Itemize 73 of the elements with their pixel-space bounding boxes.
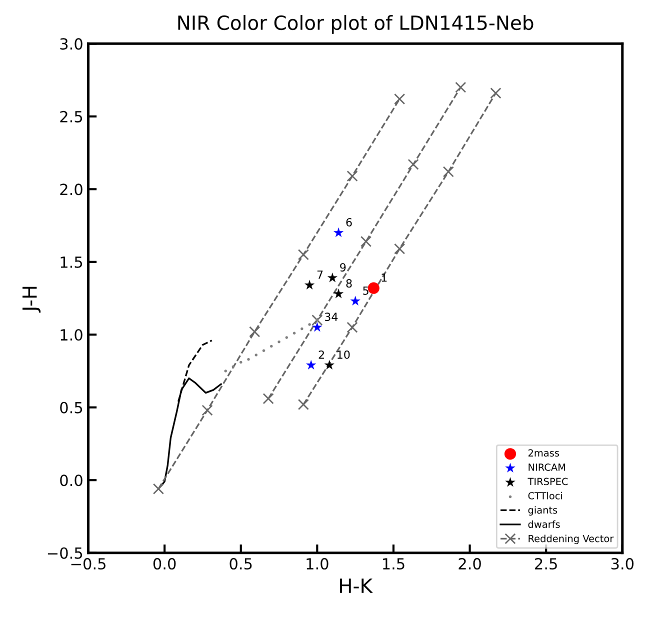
- legend-label: dwarfs: [528, 520, 560, 528]
- annotation: 10: [338, 350, 350, 359]
- point: [239, 360, 242, 364]
- point: [333, 288, 344, 298]
- point: [324, 360, 334, 370]
- annotation: 6: [346, 218, 352, 226]
- annotation: 7: [317, 270, 323, 279]
- point: [316, 318, 319, 322]
- point: [312, 314, 323, 326]
- point: [304, 280, 315, 290]
- point: [278, 340, 280, 344]
- point: [247, 358, 250, 361]
- point: [262, 349, 266, 352]
- point: [346, 322, 358, 333]
- point: [249, 326, 260, 338]
- x-axis-title: H-K: [340, 578, 373, 593]
- x-tick-label: 3.0: [611, 558, 634, 570]
- annotation: 2: [318, 350, 324, 359]
- point: [455, 82, 466, 93]
- point: [333, 227, 344, 238]
- legend-label: NIRCAM: [528, 464, 566, 471]
- x-tick-label: 0.0: [153, 558, 176, 570]
- legend-label: 2mass: [528, 449, 560, 457]
- point: [360, 236, 372, 248]
- point: [270, 344, 273, 348]
- y-axis-title: J-H: [22, 286, 41, 313]
- x-tick-label: 2.5: [535, 558, 557, 570]
- x-tick-label: 1.0: [306, 558, 328, 570]
- y-tick-label: 1.5: [60, 256, 82, 268]
- point: [306, 360, 316, 370]
- point: [442, 166, 454, 178]
- x-tick-label: 2.0: [458, 558, 481, 570]
- point: [394, 243, 406, 254]
- annotation: 8: [346, 279, 352, 288]
- point: [312, 322, 322, 332]
- x-tick-label: −0.5: [71, 558, 106, 570]
- legend-label: giants: [528, 506, 558, 516]
- point: [202, 404, 213, 416]
- point: [408, 158, 419, 170]
- x-tick-label: 0.5: [230, 558, 252, 570]
- y-tick-label: 1.0: [60, 329, 82, 341]
- point: [262, 393, 274, 404]
- point: [292, 332, 296, 335]
- annotation: 1: [382, 274, 387, 282]
- point: [350, 296, 360, 306]
- y-tick-label: 2.5: [60, 110, 82, 122]
- point: [152, 483, 164, 494]
- point: [224, 370, 227, 372]
- y-tick-label: 0.0: [60, 474, 82, 486]
- y-tick-label: 2.0: [60, 184, 82, 196]
- legend-label: TIRSPEC: [528, 478, 568, 486]
- point: [308, 323, 311, 326]
- point: [285, 336, 288, 339]
- point: [232, 365, 235, 368]
- point: [300, 327, 304, 330]
- point: [346, 170, 358, 182]
- point: [394, 93, 406, 105]
- x-tick-label: 1.5: [383, 558, 404, 570]
- annotation: 34: [324, 312, 338, 322]
- y-tick-label: 0.5: [60, 402, 82, 414]
- annotation: 9: [340, 263, 346, 272]
- point: [490, 88, 502, 99]
- point: [298, 249, 309, 260]
- legend-label: CTTloci: [528, 492, 562, 500]
- chart-title: NIR Color Color plot of LDN1415-Neb: [178, 15, 534, 34]
- point: [368, 282, 380, 294]
- y-tick-label: 3.0: [60, 38, 82, 50]
- point: [327, 272, 338, 282]
- point: [254, 354, 258, 356]
- y-tick-label: −0.5: [48, 547, 82, 559]
- point: [298, 398, 309, 410]
- annotation: 5: [363, 286, 368, 295]
- legend-label: Reddening Vector: [528, 534, 614, 544]
